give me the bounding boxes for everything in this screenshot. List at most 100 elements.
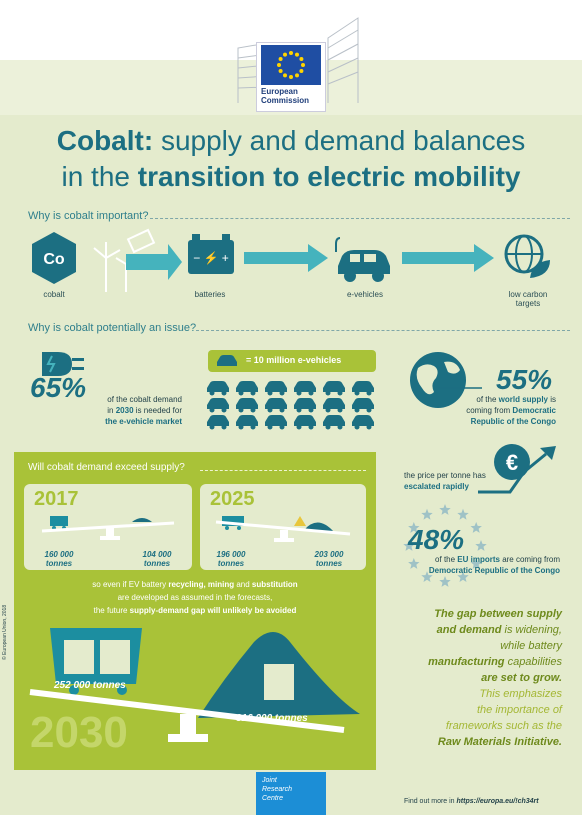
price-text-1: the price per tonne has [404,471,486,480]
arrow-icon-1 [244,244,328,272]
eu-star-icon [439,576,451,587]
title-line-1: Cobalt: supply and demand balances [0,124,582,158]
ev-car-icon [323,381,345,396]
gap-l6: This emphasizes [479,688,562,700]
jrc-line1: Joint [262,777,277,784]
exceed-panel: Will cobalt demand exceed supply? 2017 1… [14,452,376,770]
eu-flag-icon [261,45,321,85]
ev-car-grid [207,381,374,430]
ev-car-icon [265,398,287,413]
eu-star-icon [470,522,482,533]
eu-text-2: Democratic Republic of the Congo [428,566,560,575]
demand-text: of the cobalt demand in 2030 is needed f… [72,394,182,427]
ec-logo-text: European Commission [261,87,309,105]
forecast-text-3: the future supply-demand gap will unlike… [93,606,297,615]
demand-2030: 316 000 tonnes [236,713,308,724]
title-cobalt: Cobalt: [56,125,154,156]
gap-l1: The gap between supply [434,608,562,620]
world-globe-icon [410,352,482,408]
divider-3 [200,470,366,471]
eu-star-icon [403,540,415,551]
supply-2025: 196 000 tonnes [216,550,246,568]
title-line2-start: in the [61,161,138,192]
svg-text:− ⚡ +: − ⚡ + [193,251,229,265]
berlaymont-building-icon [237,17,359,103]
year-2030: 2030 [30,708,128,757]
demand-text-1: of the cobalt demand [107,395,182,404]
panel-2017: 2017 160 000 tonnes 104 000 tonnes [24,484,192,570]
demand-2025: 203 000 tonnes [314,550,344,568]
jrc-line3: Centre [262,795,284,802]
question-why-issue: Why is cobalt potentially an issue? [28,322,197,334]
label-cobalt: cobalt [43,290,65,299]
seesaw-2017 [41,516,175,540]
panel-2025: 2025 196 000 tonnes 203 000 tonnes [200,484,366,570]
supply-text-2: coming from Democratic [466,406,556,415]
electric-car-icon [335,237,390,282]
gap-l3: while battery [500,640,562,652]
ev-car-icon [236,381,258,396]
supply-text-3: Republic of the Congo [470,417,556,426]
ev-car-icon [265,381,287,396]
ev-car-icon [352,415,374,430]
eu-star-icon [421,571,433,582]
eu-star-icon [408,558,420,569]
car-legend-icon [217,355,237,366]
forecast-text-1: so even if EV battery recycling, mining … [92,580,298,589]
ev-car-icon [323,415,345,430]
divider-1 [150,218,570,219]
label-e-vehicles: e-vehicles [346,290,383,299]
jrc-line2: Research [262,786,292,793]
copyright-text: © European Union, 2018 [2,604,8,660]
ev-car-icon [207,381,229,396]
euro-symbol: € [506,450,518,475]
eu-star-icon [457,508,469,520]
find-more: Find out more in https://europa.eu/!ch34… [404,798,539,805]
eu-text-1: of the EU imports are coming from [435,555,560,564]
seesaw-2030 [29,628,360,742]
find-more-link[interactable]: https://europa.eu/!ch34rt [456,798,539,805]
pct-supply: 55% [496,364,553,395]
pct-eu: 48% [408,524,465,555]
gap-l4: manufacturing capabilities [428,656,562,668]
ev-car-icon [294,398,316,413]
ev-car-icon [294,415,316,430]
gap-text: The gap between supply and demand is wid… [402,606,562,750]
question-exceed: Will cobalt demand exceed supply? [28,462,185,473]
forecast-text: so even if EV battery recycling, mining … [14,578,376,617]
eu-star-icon [475,540,487,551]
gap-l5: are set to grow. [481,672,562,684]
divider-2 [196,330,570,331]
ev-car-icon [323,398,345,413]
price-text: the price per tonne has escalated rapidl… [404,470,504,492]
eu-stars-icon [403,504,487,587]
eu-star-icon [408,522,420,533]
year-2025: 2025 [210,488,255,510]
ev-car-icon [352,398,374,413]
supply-2030: 252 000 tonnes [54,680,126,691]
gap-l7: the importance of [477,704,562,716]
eu-star-icon [457,571,469,582]
gap-l2: and demand is widening, [436,624,562,636]
title-line2-bold: transition to electric mobility [137,161,521,192]
supply-text: of the world supply is coming from Democ… [430,394,556,427]
question-why-important: Why is cobalt important? [28,210,149,222]
gap-l9: Raw Materials Initiative. [437,736,562,748]
forecast-text-2: are developed as assumed in the forecast… [117,593,273,602]
ev-car-icon [265,415,287,430]
find-more-label: Find out more in [404,798,457,805]
pct-demand: 65% [30,372,87,403]
ev-legend-text: = 10 million e-vehicles [246,355,342,365]
demand-2017: 104 000 tonnes [142,550,172,568]
label-batteries: batteries [194,290,226,299]
title-line1-rest: supply and demand balances [153,125,526,156]
ev-legend-box: = 10 million e-vehicles [208,350,376,372]
ev-car-icon [352,381,374,396]
eu-star-icon [470,558,482,569]
charging-plug-icon [42,352,84,376]
ec-org-line2: Commission [261,96,310,105]
year-2017: 2017 [34,488,79,510]
demand-text-2: in 2030 is needed for [107,406,182,415]
ev-car-icon [207,415,229,430]
